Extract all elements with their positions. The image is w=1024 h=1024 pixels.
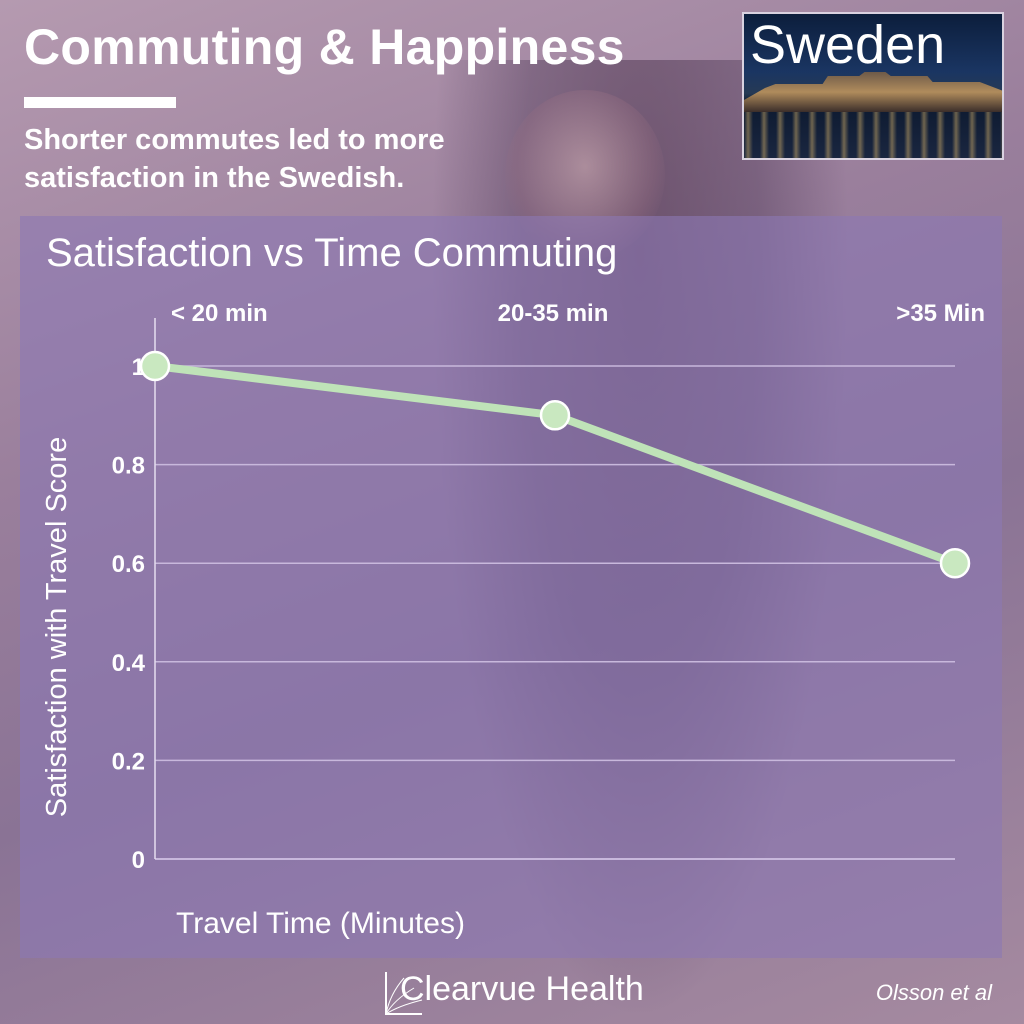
clearvue-logo-icon <box>385 972 423 1015</box>
brand-name: Clearvue Health <box>400 970 644 1008</box>
x-axis-label: Travel Time (Minutes) <box>176 907 465 940</box>
x-category-label: >35 Min <box>896 300 985 327</box>
page-subtitle: Shorter commutes led to more satisfactio… <box>24 124 445 194</box>
y-tick-label: 0 <box>132 847 145 874</box>
y-tick-label: 0.2 <box>112 748 145 775</box>
title-underline <box>24 97 176 108</box>
photo-label: Sweden <box>750 15 946 75</box>
data-point <box>539 400 571 431</box>
gridlines <box>155 365 955 860</box>
page-title: Commuting & Happiness <box>24 19 625 75</box>
source-credit: Olsson et al <box>875 980 992 1005</box>
data-point <box>139 350 171 382</box>
y-tick-label: 0.8 <box>112 453 145 480</box>
data-point <box>939 547 971 579</box>
data-points <box>139 350 971 579</box>
sweden-photo: Sweden <box>742 12 1004 160</box>
y-tick-labels: 00.20.40.60.81 <box>112 354 146 874</box>
x-category-label: < 20 min <box>171 300 268 327</box>
x-category-labels: < 20 min 20-35 min >35 Min <box>171 300 985 327</box>
y-tick-label: 0.6 <box>112 551 145 578</box>
chart-panel <box>20 216 1002 958</box>
x-category-label: 20-35 min <box>498 300 609 327</box>
chart-title: Satisfaction vs Time Commuting <box>46 231 618 275</box>
y-axis-label: Satisfaction with Travel Score <box>41 437 73 817</box>
y-tick-label: 0.4 <box>112 650 146 677</box>
water-reflection <box>744 112 1002 158</box>
